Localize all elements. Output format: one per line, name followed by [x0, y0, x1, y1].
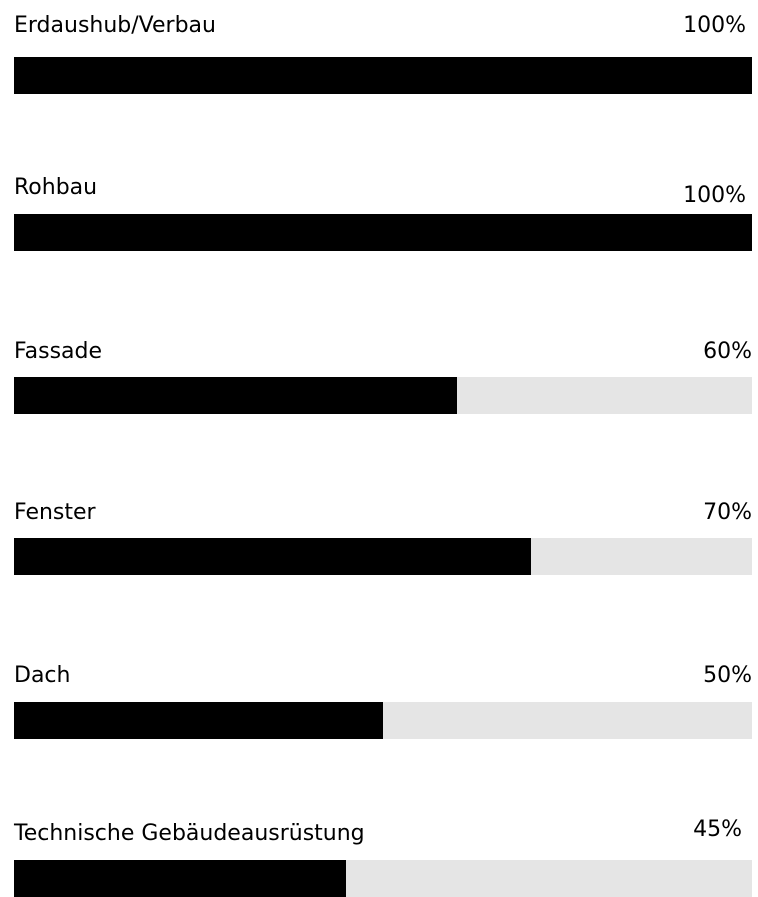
- progress-item-technische-gebaeudeausruestung: Technische Gebäudeausrüstung 45%: [0, 816, 758, 897]
- progress-label: Rohbau: [14, 175, 98, 200]
- progress-track: [14, 377, 752, 414]
- progress-percent: 100%: [683, 13, 746, 38]
- progress-fill: [14, 377, 457, 414]
- progress-percent: 60%: [703, 339, 752, 364]
- progress-item-fassade: Fassade 60%: [0, 338, 758, 418]
- progress-track: [14, 860, 752, 897]
- progress-percent: 100%: [683, 183, 746, 208]
- progress-percent: 50%: [703, 663, 752, 688]
- progress-label: Fassade: [14, 339, 103, 364]
- progress-label: Dach: [14, 663, 71, 688]
- progress-fill: [14, 214, 752, 251]
- progress-track: [14, 57, 752, 94]
- progress-fill: [14, 702, 383, 739]
- progress-percent: 70%: [703, 500, 752, 525]
- progress-track: [14, 538, 752, 575]
- progress-fill: [14, 860, 347, 897]
- progress-fill: [14, 538, 531, 575]
- progress-label: Erdaushub/Verbau: [14, 13, 216, 38]
- progress-item-erdaushub-verbau: Erdaushub/Verbau 100%: [0, 12, 758, 94]
- progress-track: [14, 214, 752, 251]
- progress-label: Technische Gebäudeausrüstung: [14, 821, 365, 846]
- progress-item-dach: Dach 50%: [0, 662, 758, 742]
- progress-item-rohbau: Rohbau 100%: [0, 174, 758, 254]
- progress-label: Fenster: [14, 500, 96, 525]
- progress-item-fenster: Fenster 70%: [0, 499, 758, 579]
- progress-percent: 45%: [693, 817, 742, 842]
- progress-track: [14, 702, 752, 739]
- progress-fill: [14, 57, 752, 94]
